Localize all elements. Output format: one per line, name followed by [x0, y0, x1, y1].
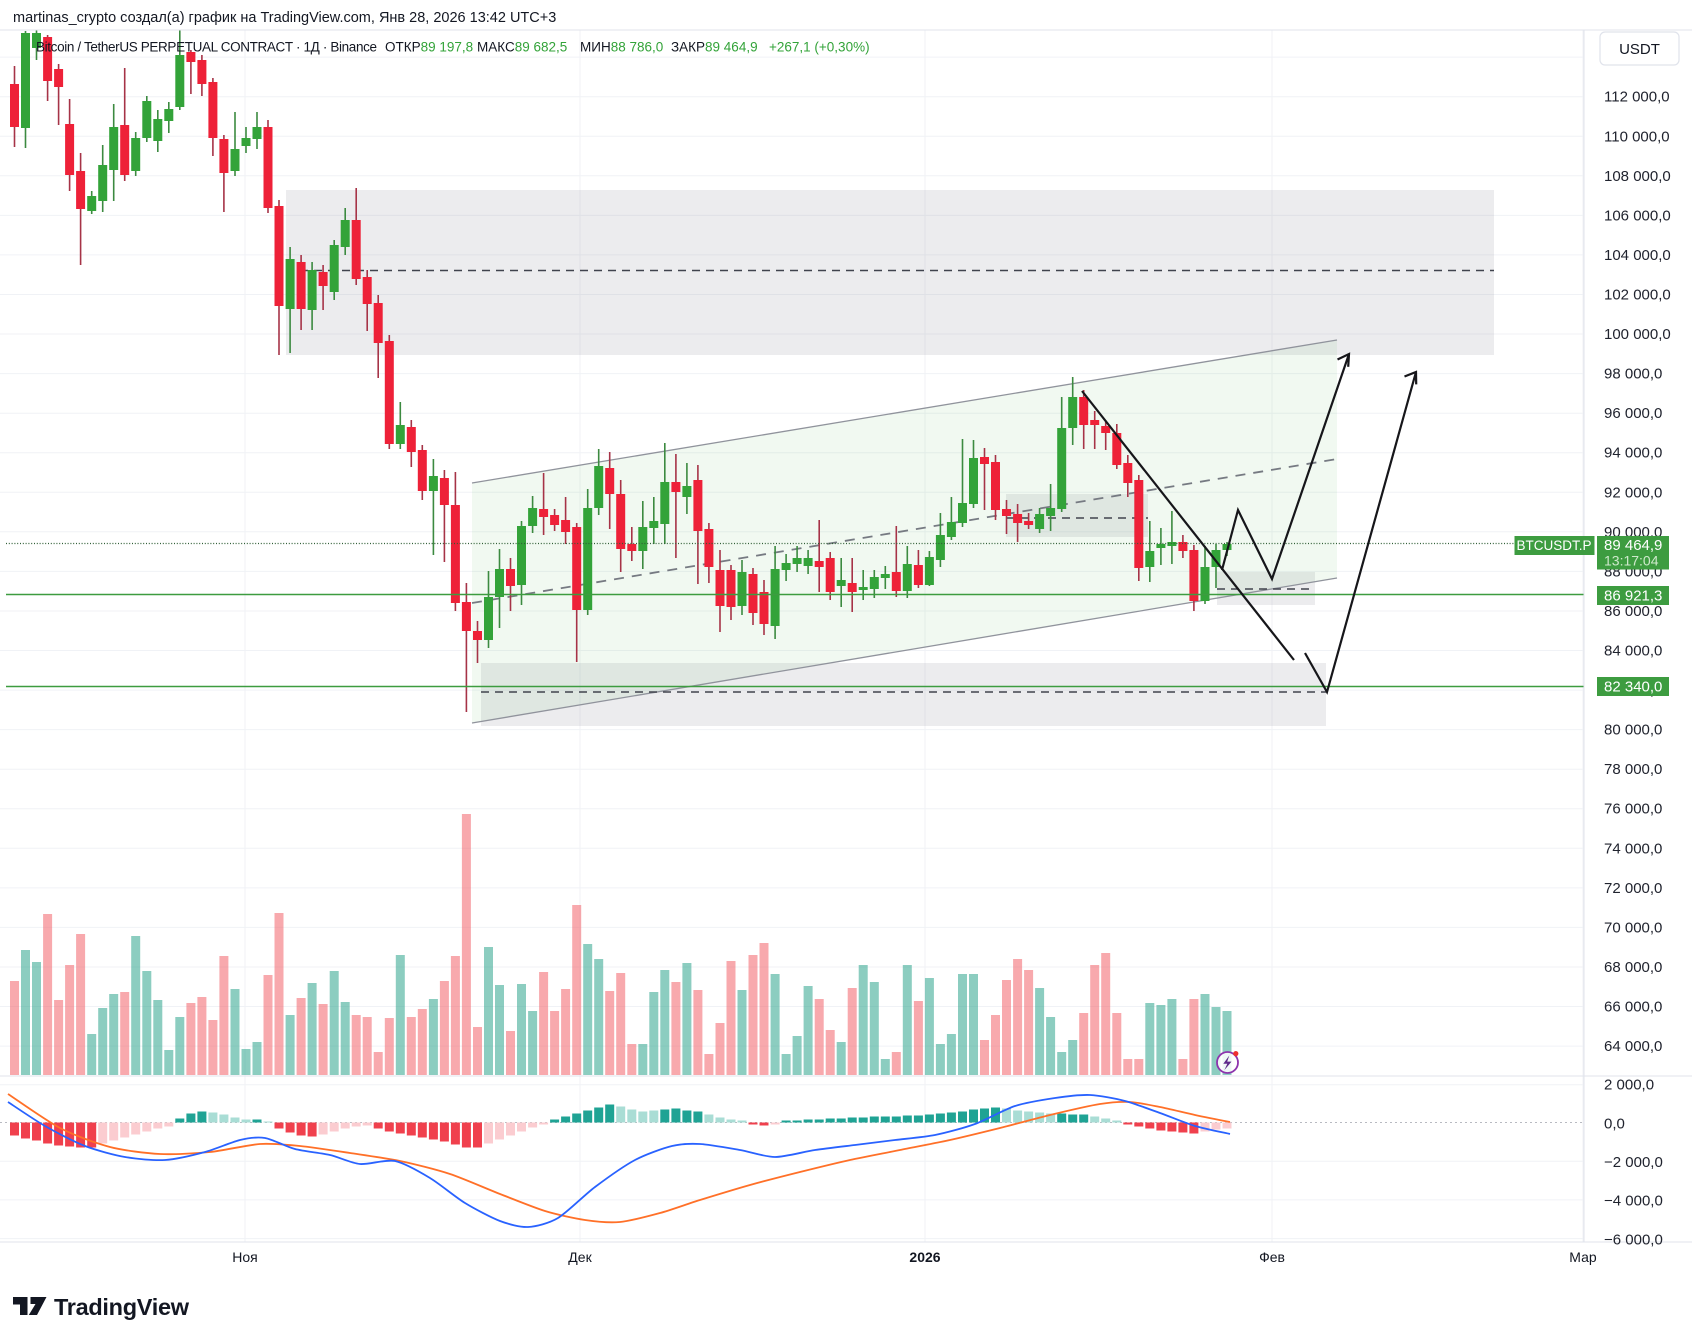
svg-text:68 000,0: 68 000,0	[1604, 959, 1662, 976]
svg-text:94 000,0: 94 000,0	[1604, 445, 1662, 462]
svg-text:13:17:04: 13:17:04	[1604, 553, 1659, 569]
svg-text:ЗАКР89 464,9: ЗАКР89 464,9	[671, 40, 758, 55]
svg-text:2 000,0: 2 000,0	[1604, 1077, 1654, 1094]
svg-text:102 000,0: 102 000,0	[1604, 287, 1671, 304]
svg-text:100 000,0: 100 000,0	[1604, 326, 1671, 343]
svg-text:Дек: Дек	[568, 1249, 592, 1265]
svg-text:66 000,0: 66 000,0	[1604, 999, 1662, 1016]
svg-text:76 000,0: 76 000,0	[1604, 801, 1662, 818]
svg-text:98 000,0: 98 000,0	[1604, 366, 1662, 383]
svg-text:106 000,0: 106 000,0	[1604, 207, 1671, 224]
svg-text:82 340,0: 82 340,0	[1604, 679, 1662, 696]
svg-text:92 000,0: 92 000,0	[1604, 484, 1662, 501]
svg-text:86 921,3: 86 921,3	[1604, 588, 1662, 605]
svg-text:МАКС89 682,5: МАКС89 682,5	[477, 40, 567, 55]
svg-text:74 000,0: 74 000,0	[1604, 840, 1662, 857]
svg-text:86 000,0: 86 000,0	[1604, 603, 1662, 620]
svg-text:108 000,0: 108 000,0	[1604, 168, 1671, 185]
svg-text:78 000,0: 78 000,0	[1604, 761, 1662, 778]
svg-text:martinas_crypto создал(а) граф: martinas_crypto создал(а) график на Trad…	[13, 10, 556, 26]
svg-text:USDT: USDT	[1619, 41, 1660, 58]
svg-text:84 000,0: 84 000,0	[1604, 643, 1662, 660]
svg-text:−6 000,0: −6 000,0	[1604, 1231, 1663, 1248]
svg-text:Bitcoin / TetherUS PERPETUAL C: Bitcoin / TetherUS PERPETUAL CONTRACT · …	[36, 40, 377, 55]
svg-text:72 000,0: 72 000,0	[1604, 880, 1662, 897]
svg-text:TradingView: TradingView	[54, 1294, 190, 1320]
svg-text:104 000,0: 104 000,0	[1604, 247, 1671, 264]
svg-text:Ноя: Ноя	[232, 1249, 257, 1265]
svg-text:ОТКР89 197,8: ОТКР89 197,8	[385, 40, 473, 55]
svg-text:BTCUSDT.P: BTCUSDT.P	[1516, 538, 1591, 553]
svg-text:70 000,0: 70 000,0	[1604, 919, 1662, 936]
svg-text:112 000,0: 112 000,0	[1604, 89, 1670, 106]
svg-text:0,0: 0,0	[1604, 1115, 1625, 1132]
svg-text:64 000,0: 64 000,0	[1604, 1038, 1662, 1055]
svg-text:2026: 2026	[909, 1249, 940, 1265]
svg-text:110 000,0: 110 000,0	[1604, 128, 1670, 145]
svg-text:Фев: Фев	[1259, 1249, 1285, 1265]
svg-text:89 464,9: 89 464,9	[1604, 537, 1662, 554]
svg-text:МИН88 786,0: МИН88 786,0	[580, 40, 663, 55]
svg-text:+267,1 (+0,30%): +267,1 (+0,30%)	[769, 40, 870, 55]
svg-text:96 000,0: 96 000,0	[1604, 405, 1662, 422]
svg-text:80 000,0: 80 000,0	[1604, 722, 1662, 739]
svg-text:Мар: Мар	[1569, 1249, 1597, 1265]
svg-text:−2 000,0: −2 000,0	[1604, 1154, 1663, 1171]
svg-text:−4 000,0: −4 000,0	[1604, 1193, 1663, 1210]
